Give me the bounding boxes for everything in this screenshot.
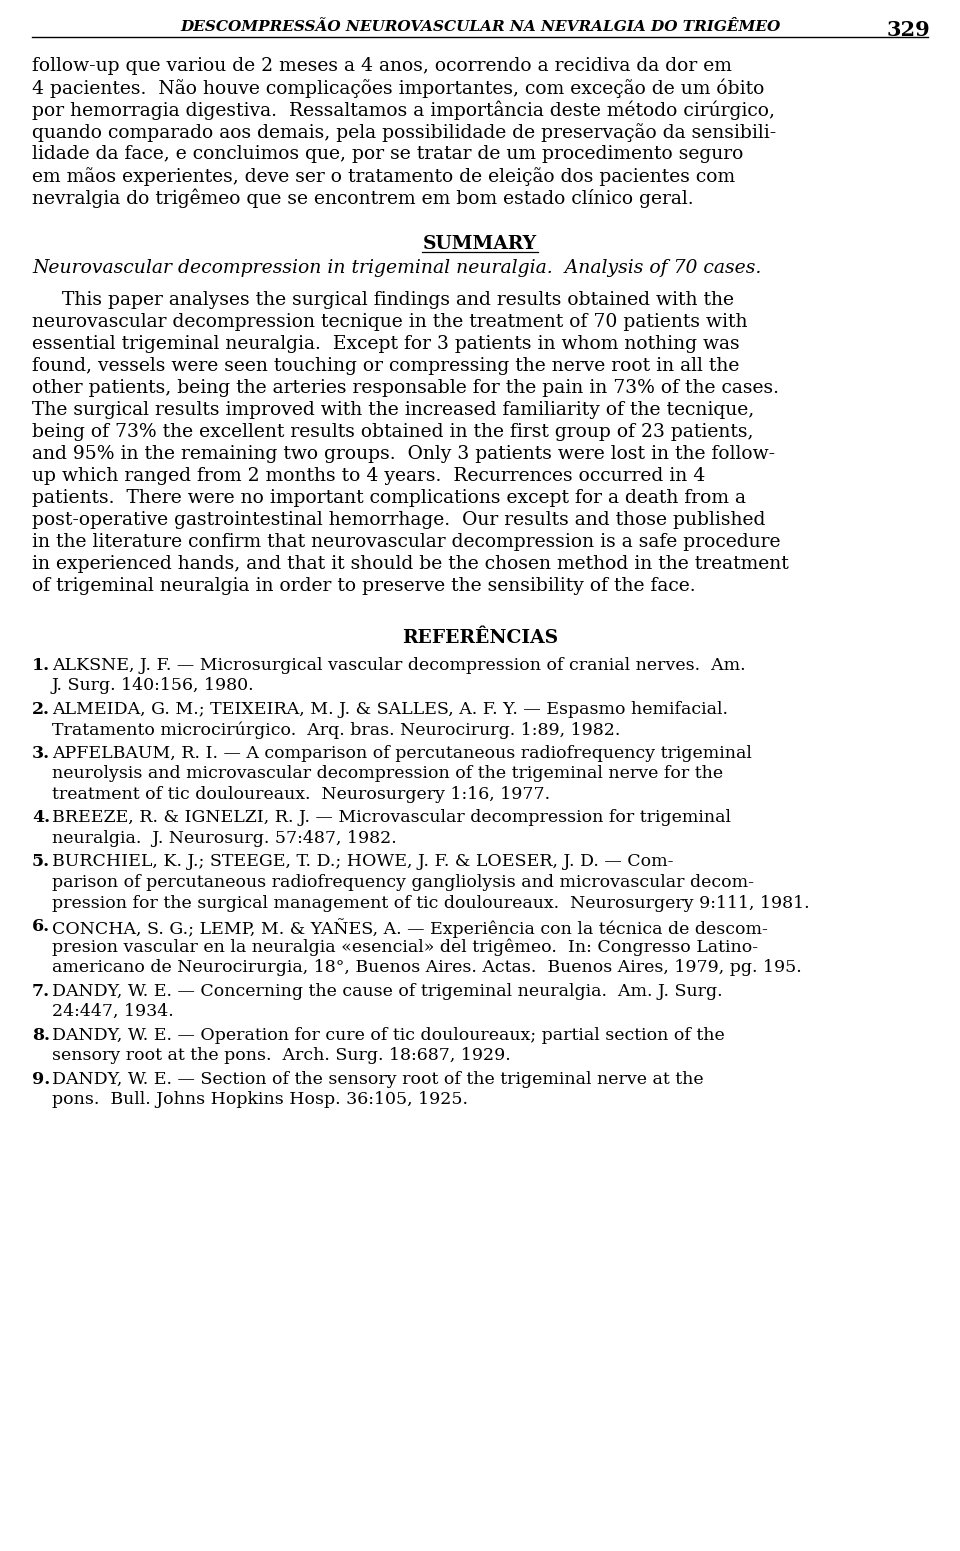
Text: em mãos experientes, deve ser o tratamento de eleição dos pacientes com: em mãos experientes, deve ser o tratamen… [32, 168, 735, 186]
Text: 24:447, 1934.: 24:447, 1934. [52, 1003, 174, 1021]
Text: essential trigeminal neuralgia.  Except for 3 patients in whom nothing was: essential trigeminal neuralgia. Except f… [32, 335, 739, 354]
Text: 2.: 2. [32, 701, 50, 718]
Text: BREEZE, R. & IGNELZI, R. J. — Microvascular decompression for trigeminal: BREEZE, R. & IGNELZI, R. J. — Microvascu… [52, 810, 731, 827]
Text: and 95% in the remaining two groups.  Only 3 patients were lost in the follow-: and 95% in the remaining two groups. Onl… [32, 445, 775, 464]
Text: other patients, being the arteries responsable for the pain in 73% of the cases.: other patients, being the arteries respo… [32, 378, 779, 397]
Text: 4.: 4. [32, 810, 50, 827]
Text: SUMMARY: SUMMARY [423, 236, 537, 253]
Text: in experienced hands, and that it should be the chosen method in the treatment: in experienced hands, and that it should… [32, 555, 789, 572]
Text: americano de Neurocirurgia, 18°, Buenos Aires. Actas.  Buenos Aires, 1979, pg. 1: americano de Neurocirurgia, 18°, Buenos … [52, 959, 802, 976]
Text: 9.: 9. [32, 1070, 50, 1087]
Text: J. Surg. 140:156, 1980.: J. Surg. 140:156, 1980. [52, 678, 254, 695]
Text: presion vascular en la neuralgia «esencial» del trigêmeo.  In: Congresso Latino-: presion vascular en la neuralgia «esenci… [52, 938, 758, 955]
Text: in the literature confirm that neurovascular decompression is a safe procedure: in the literature confirm that neurovasc… [32, 534, 780, 551]
Text: nevralgia do trigêmeo que se encontrem em bom estado clínico geral.: nevralgia do trigêmeo que se encontrem e… [32, 189, 694, 208]
Text: The surgical results improved with the increased familiarity of the tecnique,: The surgical results improved with the i… [32, 402, 755, 419]
Text: Neurovascular decompression in trigeminal neuralgia.  Analysis of 70 cases.: Neurovascular decompression in trigemina… [32, 259, 761, 278]
Text: REFERÊNCIAS: REFERÊNCIAS [402, 630, 558, 647]
Text: quando comparado aos demais, pela possibilidade de preservação da sensibili-: quando comparado aos demais, pela possib… [32, 123, 777, 143]
Text: 6.: 6. [32, 918, 50, 935]
Text: found, vessels were seen touching or compressing the nerve root in all the: found, vessels were seen touching or com… [32, 357, 739, 375]
Text: of trigeminal neuralgia in order to preserve the sensibility of the face.: of trigeminal neuralgia in order to pres… [32, 577, 696, 596]
Text: neurolysis and microvascular decompression of the trigeminal nerve for the: neurolysis and microvascular decompressi… [52, 766, 723, 783]
Text: treatment of tic douloureaux.  Neurosurgery 1:16, 1977.: treatment of tic douloureaux. Neurosurge… [52, 786, 550, 803]
Text: 1.: 1. [32, 658, 50, 675]
Text: lidade da face, e concluimos que, por se tratar de um procedimento seguro: lidade da face, e concluimos que, por se… [32, 144, 743, 163]
Text: being of 73% the excellent results obtained in the first group of 23 patients,: being of 73% the excellent results obtai… [32, 423, 754, 440]
Text: neuralgia.  J. Neurosurg. 57:487, 1982.: neuralgia. J. Neurosurg. 57:487, 1982. [52, 830, 396, 847]
Text: 3.: 3. [32, 744, 50, 762]
Text: 329: 329 [886, 20, 930, 40]
Text: 4 pacientes.  Não houve complicações importantes, com exceção de um óbito: 4 pacientes. Não houve complicações impo… [32, 79, 764, 99]
Text: por hemorragia digestiva.  Ressaltamos a importância deste método cirúrgico,: por hemorragia digestiva. Ressaltamos a … [32, 101, 775, 121]
Text: Tratamento microcirúrgico.  Arq. bras. Neurocirurg. 1:89, 1982.: Tratamento microcirúrgico. Arq. bras. Ne… [52, 721, 620, 738]
Text: This paper analyses the surgical findings and results obtained with the: This paper analyses the surgical finding… [32, 292, 734, 309]
Text: DANDY, W. E. — Concerning the cause of trigeminal neuralgia.  Am. J. Surg.: DANDY, W. E. — Concerning the cause of t… [52, 982, 723, 999]
Text: pression for the surgical management of tic douloureaux.  Neurosurgery 9:111, 19: pression for the surgical management of … [52, 895, 809, 912]
Text: pons.  Bull. Johns Hopkins Hosp. 36:105, 1925.: pons. Bull. Johns Hopkins Hosp. 36:105, … [52, 1090, 468, 1107]
Text: ALKSNE, J. F. — Microsurgical vascular decompression of cranial nerves.  Am.: ALKSNE, J. F. — Microsurgical vascular d… [52, 658, 746, 675]
Text: post-operative gastrointestinal hemorrhage.  Our results and those published: post-operative gastrointestinal hemorrha… [32, 510, 765, 529]
Text: parison of percutaneous radiofrequency gangliolysis and microvascular decom-: parison of percutaneous radiofrequency g… [52, 875, 754, 890]
Text: 8.: 8. [32, 1027, 50, 1044]
Text: sensory root at the pons.  Arch. Surg. 18:687, 1929.: sensory root at the pons. Arch. Surg. 18… [52, 1047, 511, 1064]
Text: 5.: 5. [32, 853, 50, 870]
Text: DANDY, W. E. — Section of the sensory root of the trigeminal nerve at the: DANDY, W. E. — Section of the sensory ro… [52, 1070, 704, 1087]
Text: DESCOMPRESSÃO NEUROVASCULAR NA NEVRALGIA DO TRIGÊMEO: DESCOMPRESSÃO NEUROVASCULAR NA NEVRALGIA… [180, 20, 780, 34]
Text: ALMEIDA, G. M.; TEIXEIRA, M. J. & SALLES, A. F. Y. — Espasmo hemifacial.: ALMEIDA, G. M.; TEIXEIRA, M. J. & SALLES… [52, 701, 728, 718]
Text: patients.  There were no important complications except for a death from a: patients. There were no important compli… [32, 489, 746, 507]
Text: neurovascular decompression tecnique in the treatment of 70 patients with: neurovascular decompression tecnique in … [32, 313, 748, 330]
Text: follow-up que variou de 2 meses a 4 anos, ocorrendo a recidiva da dor em: follow-up que variou de 2 meses a 4 anos… [32, 57, 732, 74]
Text: 7.: 7. [32, 982, 50, 999]
Text: up which ranged from 2 months to 4 years.  Recurrences occurred in 4: up which ranged from 2 months to 4 years… [32, 467, 706, 485]
Text: CONCHA, S. G.; LEMP, M. & YAÑES, A. — Experiência con la técnica de descom-: CONCHA, S. G.; LEMP, M. & YAÑES, A. — Ex… [52, 918, 768, 938]
Text: APFELBAUM, R. I. — A comparison of percutaneous radiofrequency trigeminal: APFELBAUM, R. I. — A comparison of percu… [52, 744, 752, 762]
Text: BURCHIEL, K. J.; STEEGE, T. D.; HOWE, J. F. & LOESER, J. D. — Com-: BURCHIEL, K. J.; STEEGE, T. D.; HOWE, J.… [52, 853, 674, 870]
Text: DANDY, W. E. — Operation for cure of tic douloureaux; partial section of the: DANDY, W. E. — Operation for cure of tic… [52, 1027, 725, 1044]
